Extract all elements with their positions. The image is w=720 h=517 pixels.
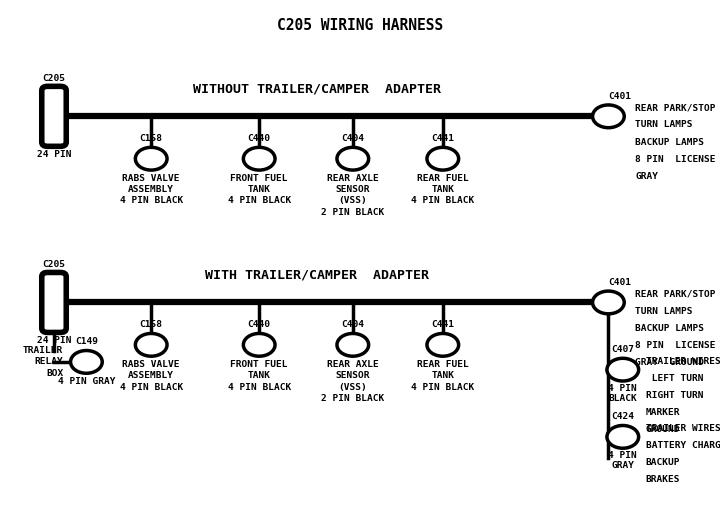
Text: C205: C205 (42, 74, 66, 83)
Text: 8 PIN  LICENSE LAMPS: 8 PIN LICENSE LAMPS (635, 341, 720, 349)
Text: 24 PIN: 24 PIN (37, 150, 71, 159)
Text: FRONT FUEL
TANK
4 PIN BLACK: FRONT FUEL TANK 4 PIN BLACK (228, 174, 291, 205)
Text: TRAILER WIRES: TRAILER WIRES (646, 357, 720, 366)
Circle shape (135, 147, 167, 170)
FancyBboxPatch shape (42, 86, 66, 146)
Text: C158: C158 (140, 134, 163, 143)
Text: 8 PIN  LICENSE LAMPS: 8 PIN LICENSE LAMPS (635, 155, 720, 163)
Text: C440: C440 (248, 134, 271, 143)
Text: GRAY  GROUND: GRAY GROUND (635, 358, 704, 367)
Text: RIGHT TURN: RIGHT TURN (646, 391, 703, 400)
Text: C424: C424 (611, 413, 634, 421)
Circle shape (607, 425, 639, 448)
Text: LEFT TURN: LEFT TURN (646, 374, 703, 383)
Text: 4 PIN GRAY: 4 PIN GRAY (58, 377, 115, 386)
Text: BACKUP LAMPS: BACKUP LAMPS (635, 138, 704, 146)
Text: REAR PARK/STOP: REAR PARK/STOP (635, 103, 716, 112)
Circle shape (71, 351, 102, 373)
Text: C404: C404 (341, 321, 364, 329)
Circle shape (593, 105, 624, 128)
Text: TRAILER
RELAY
BOX: TRAILER RELAY BOX (23, 346, 63, 377)
Text: MARKER: MARKER (646, 408, 680, 417)
Circle shape (243, 147, 275, 170)
Text: BACKUP LAMPS: BACKUP LAMPS (635, 324, 704, 332)
Text: TURN LAMPS: TURN LAMPS (635, 307, 693, 315)
Text: C441: C441 (431, 321, 454, 329)
Text: REAR FUEL
TANK
4 PIN BLACK: REAR FUEL TANK 4 PIN BLACK (411, 360, 474, 391)
Circle shape (427, 333, 459, 356)
Text: TRAILER WIRES: TRAILER WIRES (646, 424, 720, 433)
Text: C149: C149 (75, 338, 98, 346)
Text: BRAKES: BRAKES (646, 475, 680, 484)
Text: C404: C404 (341, 134, 364, 143)
Circle shape (337, 333, 369, 356)
Circle shape (135, 333, 167, 356)
Circle shape (243, 333, 275, 356)
Circle shape (593, 291, 624, 314)
Circle shape (337, 147, 369, 170)
Text: REAR AXLE
SENSOR
(VSS)
2 PIN BLACK: REAR AXLE SENSOR (VSS) 2 PIN BLACK (321, 360, 384, 403)
Text: C205: C205 (42, 260, 66, 269)
Text: 24 PIN: 24 PIN (37, 336, 71, 345)
Text: WITHOUT TRAILER/CAMPER  ADAPTER: WITHOUT TRAILER/CAMPER ADAPTER (193, 83, 441, 96)
Text: C158: C158 (140, 321, 163, 329)
Text: 4 PIN
BLACK: 4 PIN BLACK (608, 384, 637, 403)
Text: GROUND: GROUND (646, 425, 680, 434)
Text: BACKUP: BACKUP (646, 458, 680, 467)
Circle shape (607, 358, 639, 381)
Text: REAR PARK/STOP: REAR PARK/STOP (635, 290, 716, 298)
Text: C440: C440 (248, 321, 271, 329)
Text: GRAY: GRAY (635, 172, 658, 180)
Text: REAR AXLE
SENSOR
(VSS)
2 PIN BLACK: REAR AXLE SENSOR (VSS) 2 PIN BLACK (321, 174, 384, 217)
Text: REAR FUEL
TANK
4 PIN BLACK: REAR FUEL TANK 4 PIN BLACK (411, 174, 474, 205)
Circle shape (427, 147, 459, 170)
Text: BATTERY CHARGE: BATTERY CHARGE (646, 441, 720, 450)
Text: RABS VALVE
ASSEMBLY
4 PIN BLACK: RABS VALVE ASSEMBLY 4 PIN BLACK (120, 174, 183, 205)
Text: C401: C401 (608, 278, 631, 287)
Text: TURN LAMPS: TURN LAMPS (635, 120, 693, 129)
Text: FRONT FUEL
TANK
4 PIN BLACK: FRONT FUEL TANK 4 PIN BLACK (228, 360, 291, 391)
Text: 4 PIN
GRAY: 4 PIN GRAY (608, 451, 637, 470)
Text: C441: C441 (431, 134, 454, 143)
Text: C401: C401 (608, 92, 631, 101)
Text: WITH TRAILER/CAMPER  ADAPTER: WITH TRAILER/CAMPER ADAPTER (204, 269, 429, 282)
Text: C407: C407 (611, 345, 634, 354)
Text: C205 WIRING HARNESS: C205 WIRING HARNESS (277, 18, 443, 33)
FancyBboxPatch shape (42, 272, 66, 332)
Text: RABS VALVE
ASSEMBLY
4 PIN BLACK: RABS VALVE ASSEMBLY 4 PIN BLACK (120, 360, 183, 391)
